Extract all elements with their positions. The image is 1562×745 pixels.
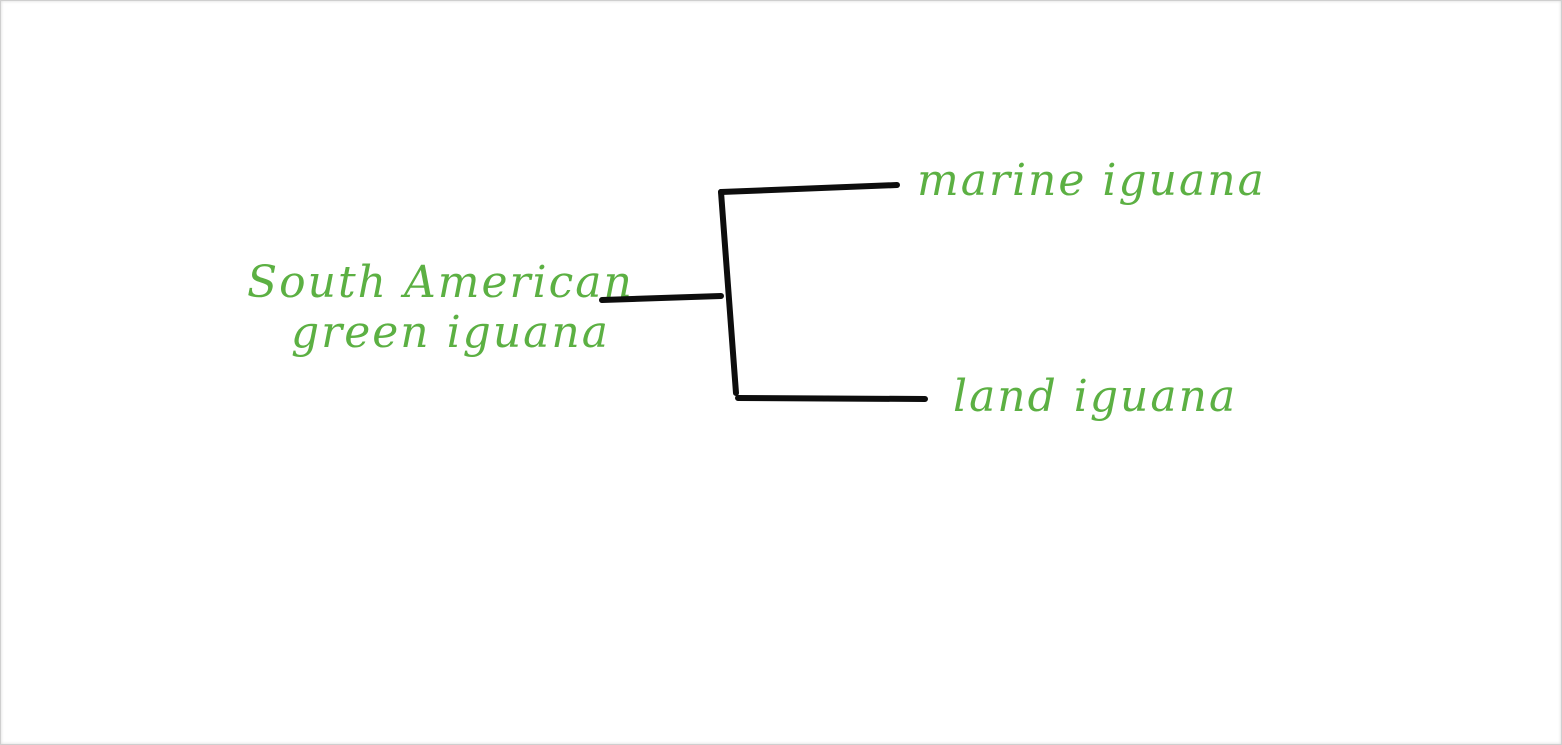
- node-vertical-branch: [718, 189, 739, 396]
- branch-to-marine-iguana: [718, 182, 900, 195]
- root-label: South American green iguana: [247, 257, 650, 358]
- root-label-line1: South American: [247, 257, 634, 308]
- root-branch: [599, 293, 724, 303]
- root-label-line2: green iguana: [291, 307, 610, 358]
- leaf-label-land-iguana: land iguana: [953, 371, 1237, 422]
- branch-to-land-iguana: [735, 395, 928, 402]
- leaf-label-marine-iguana: marine iguana: [917, 155, 1266, 206]
